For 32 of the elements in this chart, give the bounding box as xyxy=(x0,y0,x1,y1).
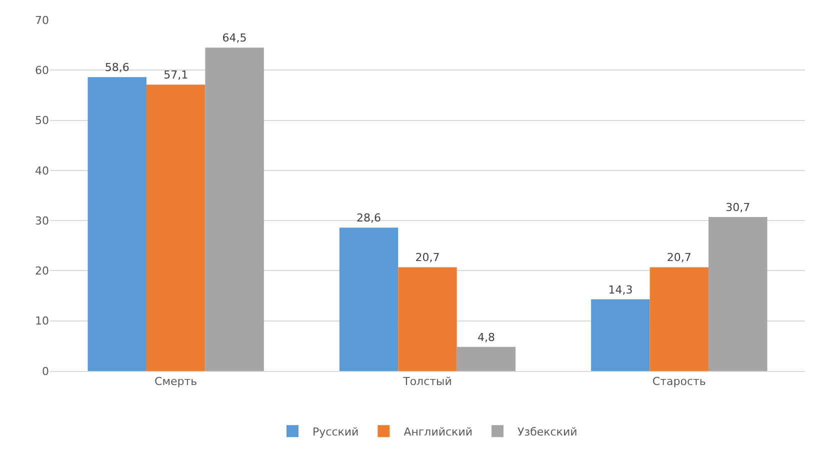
y-tick-label: 70 xyxy=(35,14,49,27)
data-label: 30,7 xyxy=(726,201,750,214)
data-label: 57,1 xyxy=(164,68,188,82)
y-tick-label: 10 xyxy=(35,314,49,328)
legend-label: Узбекский xyxy=(518,425,578,438)
bar xyxy=(398,267,457,371)
bar xyxy=(708,217,768,371)
data-label: 58,6 xyxy=(104,61,130,74)
x-tick-label: Смерть xyxy=(154,375,198,388)
data-label: 14,3 xyxy=(608,283,633,296)
bar xyxy=(339,228,398,371)
data-label: 4,8 xyxy=(477,330,495,344)
y-tick-label: 20 xyxy=(35,264,49,278)
bar xyxy=(146,84,206,371)
data-label: 20,7 xyxy=(666,251,692,264)
bar xyxy=(650,267,709,371)
legend-label: Английский xyxy=(404,425,473,438)
data-label: 28,6 xyxy=(356,212,382,225)
bar xyxy=(205,48,264,371)
legend-label: Русский xyxy=(312,425,359,438)
y-tick-label: 0 xyxy=(42,364,49,378)
data-label: 64,5 xyxy=(222,32,247,45)
y-tick-label: 50 xyxy=(35,114,49,128)
data-label: 20,7 xyxy=(415,251,440,264)
x-tick-label: Толстый xyxy=(402,375,452,388)
x-tick-label: Старость xyxy=(652,375,706,388)
y-tick-label: 40 xyxy=(35,164,49,178)
y-tick-label: 30 xyxy=(35,214,49,228)
bar xyxy=(456,346,516,371)
bar xyxy=(88,77,146,371)
y-tick-label: 60 xyxy=(35,64,49,77)
bar xyxy=(591,299,650,371)
